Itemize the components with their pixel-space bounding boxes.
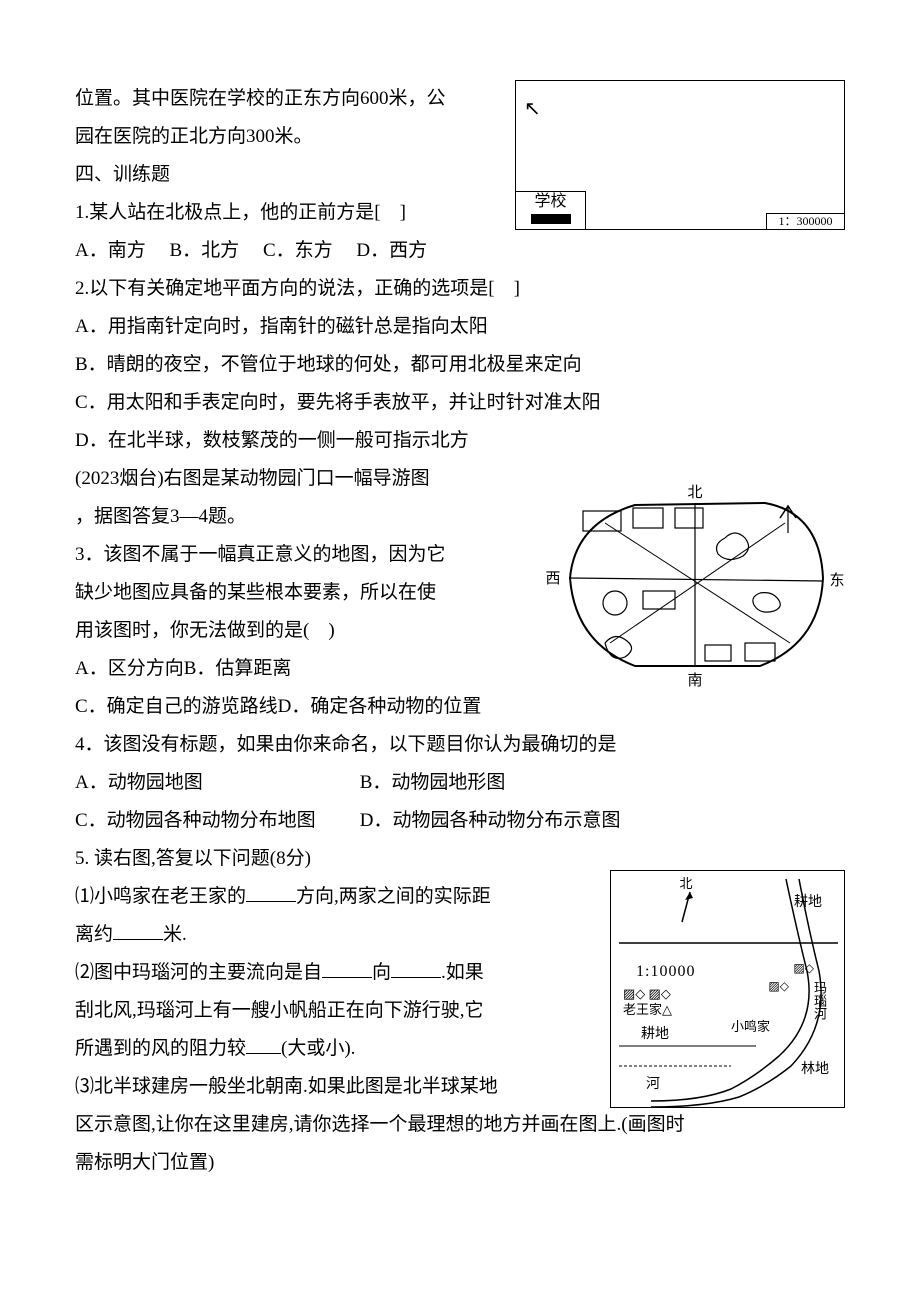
dir-east: 东	[829, 572, 844, 589]
hatch-icon-2: ▨◇	[768, 974, 789, 998]
zoo-map-svg: 北 西 东 南	[545, 483, 845, 688]
q1-optC: C．东方	[263, 240, 333, 261]
intro-line1: 位置。其中医院在学校的正东方向600米，公	[75, 80, 525, 118]
scale-text: 1：300000	[778, 214, 832, 228]
q5-p1c: 离约	[75, 924, 113, 945]
q5-p3b: 区示意图,让你在这里建房,请你选择一个最理想的地方并画在图上.(画图时	[75, 1106, 845, 1144]
dir-west: 西	[545, 571, 560, 587]
q5-p2c: .如果	[441, 962, 484, 983]
north-arrow-icon: ↖	[524, 89, 541, 129]
blank-1[interactable]	[246, 883, 296, 902]
q3-line1: 3．该图不属于一幅真正意义的地图，因为它	[75, 536, 525, 574]
q5-p2a: ⑵图中玛瑙河的主要流向是自	[75, 962, 322, 983]
q3-line3: 用该图时，你无法做到的是( )	[75, 612, 525, 650]
yantai-intro2: ，据图答复3—4题。	[75, 498, 525, 536]
school-label: 学校	[534, 193, 566, 210]
hatch-icon-1: ▨◇	[793, 956, 814, 980]
q4-optsAB: A．动物园地图 B．动物园地形图	[75, 764, 845, 802]
q5-p1b: 方向,两家之间的实际距	[296, 886, 491, 907]
dir-north: 北	[687, 484, 702, 501]
document-body: ↖ 学校 1：300000 北 西 东 南	[75, 80, 845, 1182]
blank-4[interactable]	[391, 959, 441, 978]
q5-p2d: 刮北风,玛瑙河上有一艘小帆船正在向下游行驶,它	[75, 992, 575, 1030]
q1-optB: B．北方	[170, 240, 240, 261]
scale-box: 1：300000	[766, 213, 844, 229]
yantai-intro1: (2023烟台)右图是某动物园门口一幅导游图	[75, 460, 525, 498]
q4-optC: C．动物园各种动物分布地图	[75, 802, 355, 840]
figure-zoo-map: 北 西 东 南	[545, 483, 845, 688]
q1-optD: D．西方	[356, 240, 427, 261]
house-icon: ▨◇ ▨◇	[623, 986, 671, 1002]
q5-p2f: (大或小).	[281, 1038, 355, 1059]
q1-options: A．南方 B．北方 C．东方 D．西方	[75, 232, 845, 270]
figure-village-map: 北 耕地 1:10000 ▨◇ ▨◇ ▨◇ ▨◇ 老王家△ 小鸣家 耕地 河 林…	[610, 870, 845, 1108]
q2-optC: C．用太阳和手表定向时，要先将手表放平，并让时针对准太阳	[75, 384, 845, 422]
manao-river-label: 玛瑙河	[812, 981, 826, 1020]
q2-text: 2.以下有关确定地平面方向的说法，正确的选项是[ ]	[75, 270, 845, 308]
q5-p2e: 所遇到的风的阻力较	[75, 1038, 246, 1059]
farmland-label-2: 耕地	[641, 1021, 669, 1049]
school-label-box: 学校	[516, 191, 586, 229]
map-scale: 1:10000	[636, 956, 695, 988]
blank-5[interactable]	[246, 1035, 281, 1054]
q5-p2: ⑵图中玛瑙河的主要流向是自 向 .如果	[75, 954, 575, 992]
q2-optA: A．用指南针定向时，指南针的磁针总是指向太阳	[75, 308, 845, 346]
q1-text: 1.某人站在北极点上，他的正前方是[ ]	[75, 194, 525, 232]
q5-p1-cont: 离约 米.	[75, 916, 575, 954]
q2-optD: D．在北半球，数枝繁茂的一侧一般可指示北方	[75, 422, 845, 460]
q4-optA: A．动物园地图	[75, 764, 355, 802]
q5-p1a: ⑴小鸣家在老王家的	[75, 886, 246, 907]
forest-label: 林地	[801, 1056, 829, 1084]
dir-south: 南	[687, 672, 702, 688]
q4-text: 4．该图没有标题，如果由你来命名，以下题目你认为最确切的是	[75, 726, 845, 764]
laowang-label: ▨◇ ▨◇ 老王家△	[623, 986, 672, 1017]
school-block-icon	[531, 214, 571, 224]
q5-p3c: 需标明大门位置)	[75, 1144, 845, 1182]
q5-p1d: 米.	[163, 924, 187, 945]
q5-p2b: 向	[372, 962, 391, 983]
blank-3[interactable]	[322, 959, 372, 978]
q4-optD: D．动物园各种动物分布示意图	[360, 810, 621, 831]
river-label: 河	[646, 1071, 660, 1099]
blank-2[interactable]	[113, 921, 163, 940]
q5-p1: ⑴小鸣家在老王家的 方向,两家之间的实际距	[75, 878, 575, 916]
figure-school-map: ↖ 学校 1：300000	[515, 80, 845, 230]
intro-line2: 园在医院的正北方向300米。	[75, 118, 525, 156]
q2-optB: B．晴朗的夜空，不管位于地球的何处，都可用北极星来定向	[75, 346, 845, 384]
laowang-text: 老王家	[623, 1002, 662, 1017]
q4-optsCD: C．动物园各种动物分布地图 D．动物园各种动物分布示意图	[75, 802, 845, 840]
q1-optA: A．南方	[75, 240, 146, 261]
q5-p2-cont: 所遇到的风的阻力较 (大或小).	[75, 1030, 575, 1068]
q3-line2: 缺少地图应具备的某些根本要素，所以在使	[75, 574, 525, 612]
q3-optCD: C．确定自己的游览路线D．确定各种动物的位置	[75, 688, 845, 726]
q5-p3a: ⑶北半球建房一般坐北朝南.如果此图是北半球某地	[75, 1068, 575, 1106]
xiaoming-label: 小鸣家	[731, 1014, 770, 1040]
q4-optB: B．动物园地形图	[360, 772, 506, 793]
